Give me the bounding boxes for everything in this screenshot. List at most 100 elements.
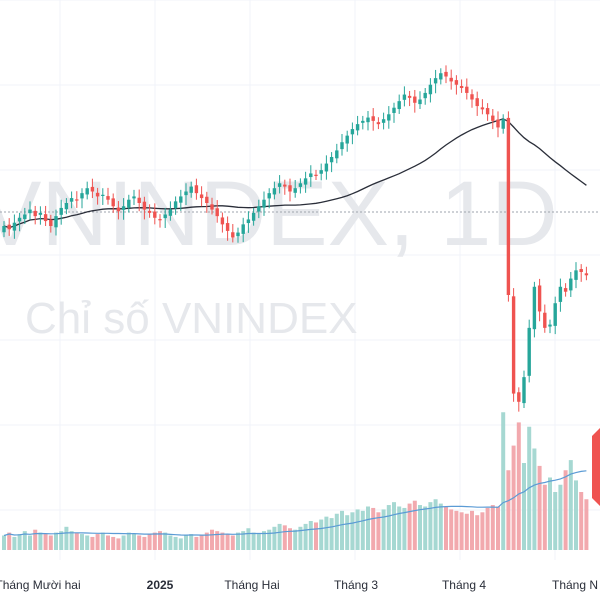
- volume-bar: [579, 492, 584, 550]
- candle-body: [231, 232, 235, 238]
- candle-body: [355, 124, 360, 131]
- volume-bar: [267, 529, 272, 550]
- volume-bar: [111, 536, 116, 550]
- candle-body: [153, 211, 157, 218]
- candle-body: [532, 286, 537, 330]
- candle-body: [511, 296, 516, 394]
- candle-body: [137, 197, 141, 203]
- volume-bar: [241, 531, 246, 550]
- volume-bar: [459, 512, 464, 550]
- candle-body: [324, 163, 329, 172]
- volume-bar: [90, 536, 95, 550]
- candle-body: [413, 96, 417, 103]
- volume-bar: [17, 534, 22, 550]
- x-tick-label: Tháng 3: [334, 578, 378, 592]
- candle-body: [158, 219, 162, 221]
- volume-bar: [480, 512, 485, 550]
- candle-body: [329, 157, 334, 163]
- volume-bar: [360, 510, 365, 550]
- x-tick-label: 2025: [147, 578, 174, 592]
- volume-bar: [584, 499, 589, 550]
- candle-body: [465, 86, 469, 93]
- candle-body: [142, 201, 147, 210]
- volume-bar: [402, 507, 407, 550]
- volume-bar: [236, 532, 240, 550]
- volume-bar: [490, 505, 495, 550]
- volume-bar: [516, 422, 521, 550]
- candle-body: [537, 285, 542, 312]
- volume-bar: [397, 506, 402, 550]
- candle-body: [558, 286, 563, 302]
- candle-body: [215, 208, 219, 217]
- volume-bar: [334, 513, 339, 550]
- volume-bar: [158, 531, 162, 550]
- volume-bar: [132, 534, 136, 550]
- candle-body: [423, 92, 427, 99]
- candle-body: [54, 216, 58, 228]
- candle-body: [111, 198, 115, 207]
- candle-body: [569, 278, 573, 291]
- volume-bar: [12, 536, 17, 550]
- candle-body: [491, 115, 495, 121]
- volume-bar: [454, 510, 459, 550]
- volume-bar: [106, 535, 110, 550]
- candle-body: [319, 170, 323, 174]
- candle-body: [241, 224, 245, 234]
- volume-bar: [48, 535, 53, 550]
- volume-bar: [147, 534, 152, 550]
- volume-bar: [64, 526, 69, 550]
- volume-bar: [407, 503, 412, 550]
- x-tick-label: Tháng N: [552, 578, 598, 592]
- volume-bar: [298, 526, 303, 550]
- candle-body: [309, 173, 313, 178]
- candle-body: [225, 223, 230, 231]
- chart-grid: [0, 0, 600, 560]
- candle-body: [397, 101, 401, 110]
- candle-body: [506, 117, 511, 296]
- volume-bar: [220, 532, 225, 550]
- candle-body: [314, 174, 318, 176]
- candle-body: [90, 186, 95, 192]
- volume-bar: [230, 535, 235, 550]
- candle-body: [350, 129, 355, 135]
- volume-bar: [121, 535, 126, 550]
- volume-bar: [277, 523, 282, 550]
- volume-bar: [537, 465, 542, 550]
- volume-bar: [423, 506, 428, 550]
- volume-bar: [256, 534, 261, 550]
- volume-bar: [22, 531, 27, 550]
- candle-body: [444, 71, 448, 77]
- volume-bar: [553, 492, 558, 550]
- candle-body: [95, 192, 100, 197]
- candle-body: [80, 193, 84, 199]
- candle-body: [12, 222, 17, 231]
- volume-bar: [428, 502, 433, 550]
- volume-bar: [501, 412, 506, 550]
- candle-body: [267, 193, 271, 199]
- candle-body: [127, 199, 131, 208]
- candle-body: [366, 117, 370, 123]
- volume-bar: [303, 523, 308, 550]
- candle-body: [194, 185, 199, 194]
- candle-body: [418, 99, 422, 105]
- volume-bar: [392, 502, 396, 550]
- volume-bar: [496, 506, 500, 550]
- candle-body: [184, 191, 188, 196]
- candle-body: [563, 288, 568, 292]
- volume-moving-average-line: [3, 470, 587, 537]
- volume-bar: [438, 503, 443, 550]
- volume-bar: [199, 535, 204, 550]
- candle-body: [433, 78, 438, 84]
- volume-bar: [168, 535, 173, 550]
- candle-body: [345, 135, 349, 144]
- candle-body: [220, 217, 225, 225]
- volume-bar: [80, 534, 84, 550]
- volume-bar: [262, 531, 266, 550]
- volume-bar: [173, 536, 178, 550]
- candle-body: [496, 119, 500, 128]
- volume-bar: [33, 529, 38, 550]
- volume-bar: [371, 507, 376, 550]
- candle-body: [59, 207, 63, 215]
- candle-body: [49, 219, 53, 226]
- volume-bar: [126, 532, 131, 550]
